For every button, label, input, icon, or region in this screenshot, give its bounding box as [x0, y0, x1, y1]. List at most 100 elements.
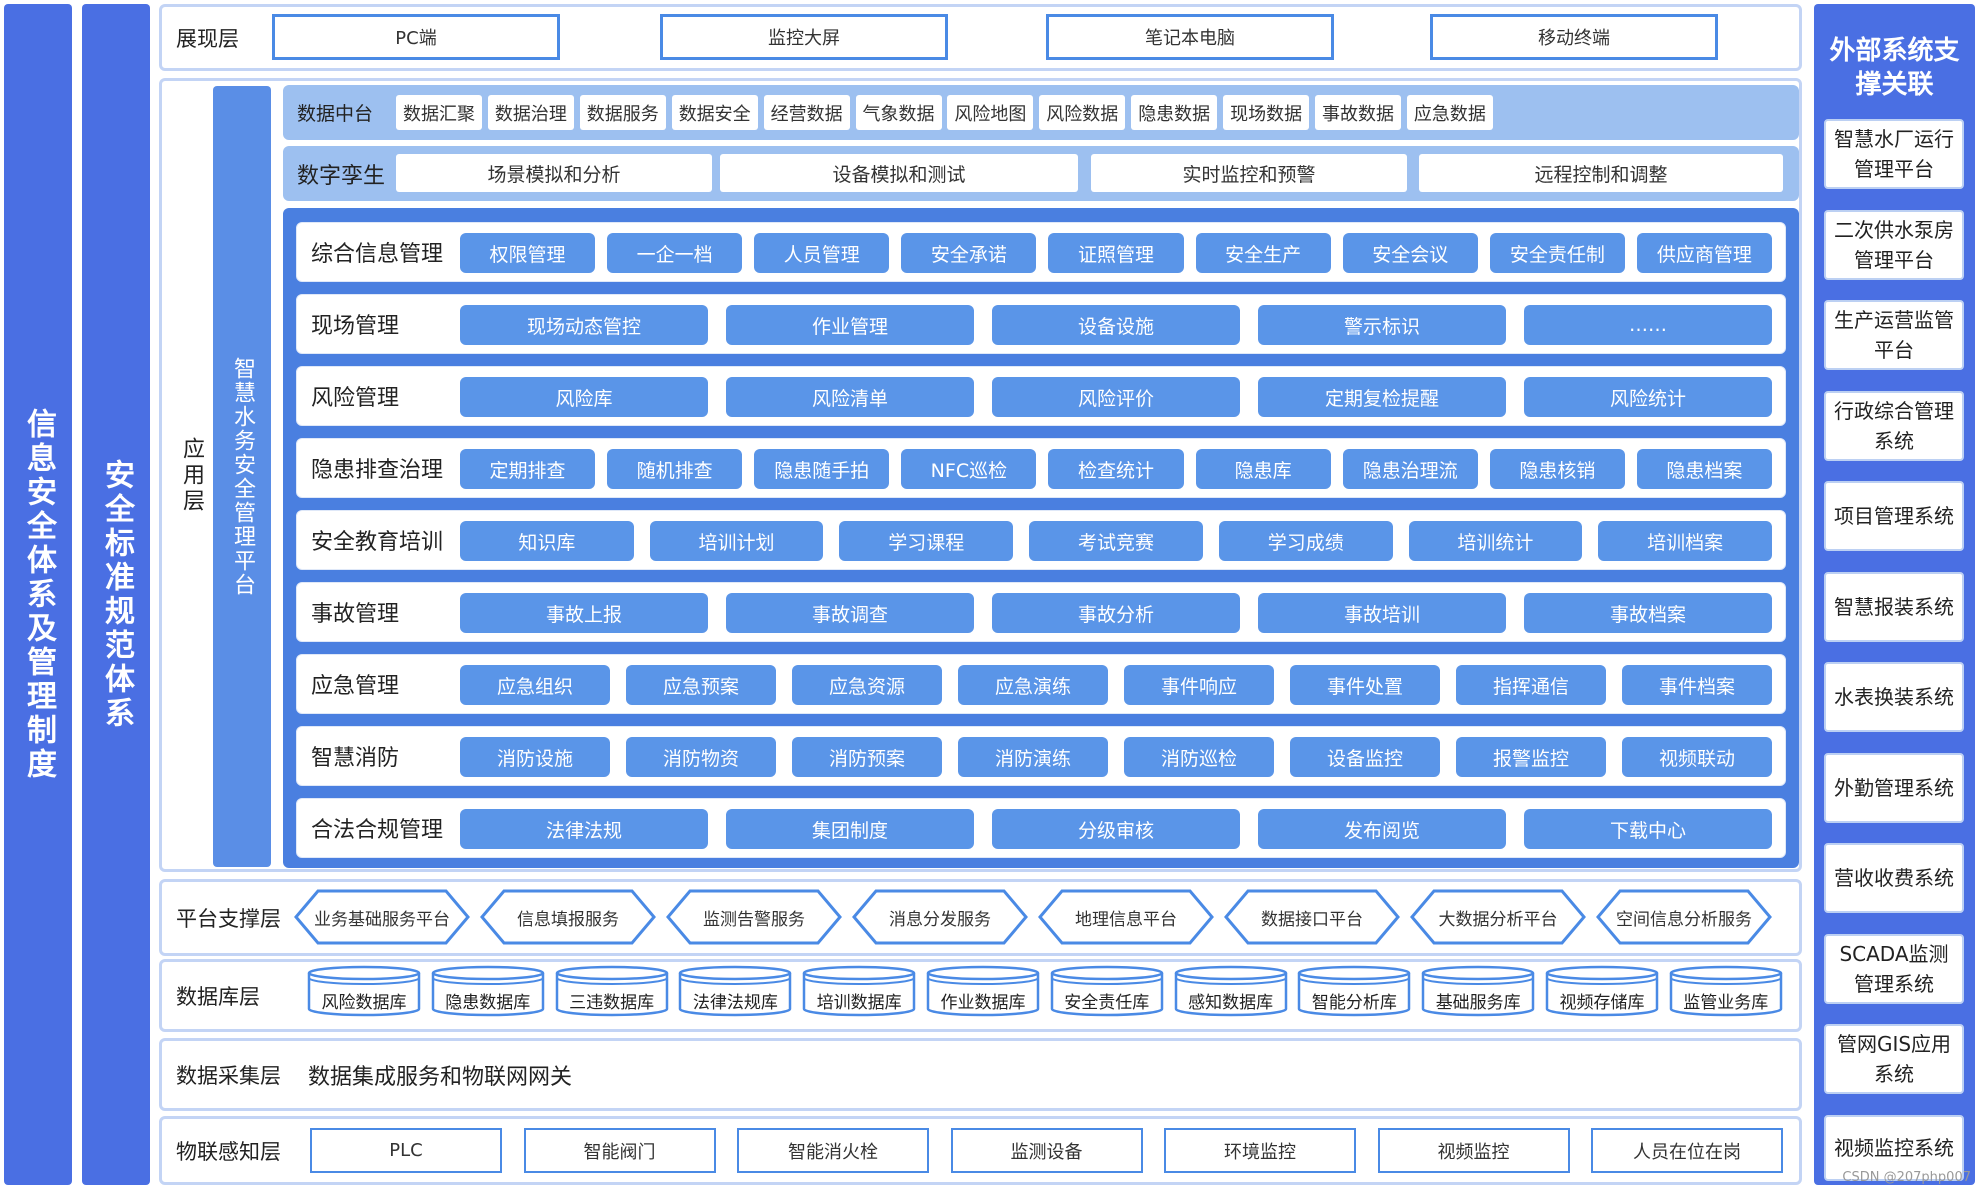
module-button[interactable]: 随机排查 [607, 449, 743, 489]
module-button[interactable]: 人员管理 [754, 233, 890, 273]
platform-service-hexagon[interactable]: 消息分发服务 [852, 889, 1028, 945]
module-button[interactable]: 应急组织 [460, 665, 610, 705]
module-button[interactable]: 设备监控 [1290, 737, 1440, 777]
module-button[interactable]: 学习课程 [839, 521, 1014, 561]
external-system-item[interactable]: 智慧报装系统 [1824, 571, 1964, 642]
module-button[interactable]: 警示标识 [1258, 305, 1506, 345]
module-button[interactable]: 隐患库 [1195, 449, 1331, 489]
module-button[interactable]: 消防演练 [958, 737, 1108, 777]
database-cylinder[interactable]: 智能分析库 [1297, 965, 1411, 1017]
database-cylinder[interactable]: 法律法规库 [678, 965, 792, 1017]
module-button[interactable]: 事件响应 [1124, 665, 1274, 705]
platform-service-hexagon[interactable]: 空间信息分析服务 [1596, 889, 1772, 945]
data-center-item[interactable]: 气象数据 [855, 95, 942, 130]
module-button[interactable]: 消防巡检 [1124, 737, 1274, 777]
module-button[interactable]: 证照管理 [1048, 233, 1184, 273]
external-system-item[interactable]: 二次供水泵房管理平台 [1824, 209, 1964, 280]
database-cylinder[interactable]: 作业数据库 [926, 965, 1040, 1017]
module-button[interactable]: 事故档案 [1524, 593, 1772, 633]
module-button[interactable]: 安全承诺 [901, 233, 1037, 273]
module-button[interactable]: 作业管理 [726, 305, 974, 345]
presentation-item[interactable]: 移动终端 [1430, 14, 1718, 60]
data-center-item[interactable]: 现场数据 [1223, 95, 1310, 130]
module-button[interactable]: 安全会议 [1342, 233, 1478, 273]
external-system-item[interactable]: 营收收费系统 [1824, 843, 1964, 913]
iot-device[interactable]: 监测设备 [950, 1128, 1143, 1173]
module-button[interactable]: 消防物资 [626, 737, 776, 777]
module-button[interactable]: 事件处置 [1290, 665, 1440, 705]
iot-device[interactable]: 环境监控 [1164, 1128, 1356, 1173]
database-cylinder[interactable]: 培训数据库 [802, 965, 916, 1017]
module-button[interactable]: 风险库 [460, 377, 708, 417]
module-button[interactable]: 定期排查 [460, 449, 596, 489]
external-system-item[interactable]: 外勤管理系统 [1824, 752, 1964, 823]
external-system-item[interactable]: 项目管理系统 [1824, 481, 1964, 551]
module-button[interactable]: 检查统计 [1048, 449, 1184, 489]
module-button[interactable]: 安全责任制 [1489, 233, 1625, 273]
digital-twin-item[interactable]: 远程控制和调整 [1419, 154, 1783, 192]
module-button[interactable]: 风险评价 [992, 377, 1240, 417]
module-button[interactable]: 应急预案 [626, 665, 776, 705]
module-button[interactable]: 事故分析 [992, 593, 1240, 633]
module-button[interactable]: 供应商管理 [1636, 233, 1772, 273]
module-button[interactable]: 法律法规 [460, 809, 708, 849]
module-button[interactable]: 应急演练 [958, 665, 1108, 705]
module-button[interactable]: 权限管理 [460, 233, 596, 273]
module-button[interactable]: 消防预案 [792, 737, 942, 777]
module-button[interactable]: 培训统计 [1408, 521, 1583, 561]
module-button[interactable]: 应急资源 [792, 665, 942, 705]
module-button[interactable]: 消防设施 [460, 737, 610, 777]
platform-service-hexagon[interactable]: 监测告警服务 [666, 889, 842, 945]
database-cylinder[interactable]: 风险数据库 [307, 965, 421, 1017]
database-cylinder[interactable]: 隐患数据库 [431, 965, 545, 1017]
data-center-item[interactable]: 数据治理 [487, 95, 574, 130]
database-cylinder[interactable]: 三违数据库 [555, 965, 669, 1017]
data-center-item[interactable]: 隐患数据 [1131, 95, 1218, 130]
module-button[interactable]: …… [1524, 305, 1772, 345]
data-center-item[interactable]: 数据安全 [671, 95, 758, 130]
module-button[interactable]: 下载中心 [1524, 809, 1772, 849]
module-button[interactable]: 考试竞赛 [1029, 521, 1203, 561]
database-cylinder[interactable]: 监管业务库 [1669, 965, 1783, 1017]
platform-service-hexagon[interactable]: 数据接口平台 [1224, 889, 1400, 945]
database-cylinder[interactable]: 安全责任库 [1050, 965, 1164, 1017]
digital-twin-item[interactable]: 场景模拟和分析 [396, 154, 712, 192]
module-button[interactable]: 风险统计 [1524, 377, 1772, 417]
module-button[interactable]: 知识库 [460, 521, 634, 561]
module-button[interactable]: 培训计划 [649, 521, 824, 561]
module-button[interactable]: 风险清单 [726, 377, 974, 417]
module-button[interactable]: 事故上报 [460, 593, 708, 633]
module-button[interactable]: 报警监控 [1456, 737, 1606, 777]
digital-twin-item[interactable]: 实时监控和预警 [1091, 154, 1407, 192]
module-button[interactable]: 设备设施 [992, 305, 1240, 345]
presentation-item[interactable]: 笔记本电脑 [1046, 14, 1334, 60]
iot-device[interactable]: 智能消火栓 [737, 1128, 929, 1173]
platform-service-hexagon[interactable]: 地理信息平台 [1038, 889, 1214, 945]
database-cylinder[interactable]: 视频存储库 [1545, 965, 1659, 1017]
data-center-item[interactable]: 数据汇聚 [396, 95, 482, 130]
external-system-item[interactable]: SCADA监测管理系统 [1824, 933, 1964, 1004]
presentation-item[interactable]: 监控大屏 [660, 14, 948, 60]
platform-service-hexagon[interactable]: 业务基础服务平台 [294, 889, 470, 945]
module-button[interactable]: 指挥通信 [1456, 665, 1606, 705]
module-button[interactable]: 事件档案 [1622, 665, 1772, 705]
presentation-item[interactable]: PC端 [272, 14, 560, 60]
module-button[interactable]: 培训档案 [1598, 521, 1772, 561]
data-center-item[interactable]: 事故数据 [1315, 95, 1401, 130]
iot-device[interactable]: 视频监控 [1377, 1128, 1570, 1173]
module-button[interactable]: 定期复检提醒 [1258, 377, 1506, 417]
module-button[interactable]: NFC巡检 [901, 449, 1037, 489]
external-system-item[interactable]: 生产运营监管平台 [1824, 300, 1964, 370]
module-button[interactable]: 隐患核销 [1489, 449, 1625, 489]
platform-service-hexagon[interactable]: 信息填报服务 [480, 889, 656, 945]
external-system-item[interactable]: 视频监控系统 [1824, 1114, 1964, 1181]
data-center-item[interactable]: 数据服务 [579, 95, 666, 130]
external-system-item[interactable]: 管网GIS应用系统 [1824, 1024, 1964, 1094]
module-button[interactable]: 事故培训 [1258, 593, 1506, 633]
database-cylinder[interactable]: 基础服务库 [1421, 965, 1535, 1017]
database-cylinder[interactable]: 感知数据库 [1174, 965, 1288, 1017]
iot-device[interactable]: PLC [310, 1128, 502, 1173]
data-center-item[interactable]: 风险数据 [1039, 95, 1126, 130]
module-button[interactable]: 隐患治理流 [1342, 449, 1478, 489]
data-center-item[interactable]: 应急数据 [1406, 95, 1493, 130]
